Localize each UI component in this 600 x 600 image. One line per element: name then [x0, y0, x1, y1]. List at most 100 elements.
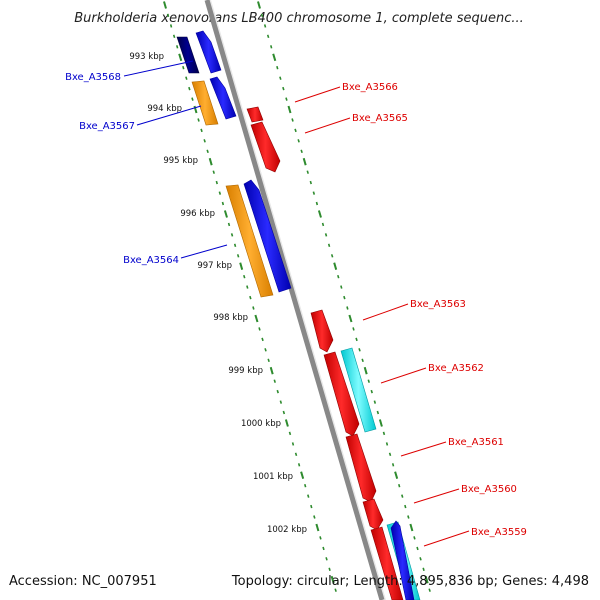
scale-tick-major	[330, 575, 335, 584]
gene-bxe-a3559-blue[interactable]	[390, 520, 415, 600]
gene-bxe-a3565[interactable]	[250, 121, 281, 173]
gene-features	[176, 30, 421, 600]
scale-label-1002: 1002 kbp	[267, 525, 307, 535]
scale-tick-minor	[310, 504, 313, 509]
scale-tick-minor	[263, 24, 267, 28]
label-bxe-a3561[interactable]: Bxe_A3561	[448, 437, 504, 448]
label-bxe-a3567[interactable]: Bxe_A3567	[79, 121, 135, 132]
label-bxe-a3565[interactable]: Bxe_A3565	[352, 113, 408, 124]
scale-tick-minor	[218, 191, 222, 195]
scale-label-993: 993 kbp	[129, 52, 164, 62]
label-bxe-a3559[interactable]: Bxe_A3559	[471, 527, 527, 538]
scale-tick-minor	[206, 149, 209, 154]
gene-bxe-a3564-orange[interactable]	[225, 184, 274, 298]
gene-bxe-a3566-fwd[interactable]	[209, 76, 237, 120]
label-bxe-a3560[interactable]: Bxe_A3560	[461, 484, 517, 495]
label-bxe-a3566[interactable]: Bxe_A3566	[342, 82, 398, 93]
scale-tick-minor	[285, 97, 288, 101]
scale-tick-minor	[221, 201, 225, 206]
scale-tick-minor	[191, 97, 194, 101]
scale-tick-minor	[422, 567, 425, 572]
leader-bxe-a3568	[123, 60, 194, 77]
leader-bxe-a3563	[362, 303, 409, 321]
scale-tick-minor	[297, 463, 301, 467]
scale-tick-minor	[276, 65, 279, 70]
label-bxe-a3568[interactable]: Bxe_A3568	[65, 72, 121, 83]
gene-bxe-a3559[interactable]	[370, 526, 404, 600]
scale-tick-minor	[188, 86, 191, 91]
scale-tick-minor	[428, 588, 431, 592]
scale-tick-minor	[309, 180, 312, 185]
leader-bxe-a3560	[413, 488, 460, 504]
scale-tick-minor	[270, 45, 273, 49]
gene-bxe-a3564[interactable]	[243, 179, 292, 293]
scale-label-997: 997 kbp	[197, 261, 232, 271]
label-bxe-a3562[interactable]: Bxe_A3562	[428, 363, 484, 374]
scale-tick-minor	[313, 515, 316, 519]
gene-bxe-a3560[interactable]	[362, 498, 384, 531]
scale-tick-minor	[340, 285, 343, 289]
gene-bxe-a3567[interactable]	[191, 80, 219, 126]
scale-tick-major	[284, 419, 289, 427]
scale-tick-major	[287, 105, 292, 114]
scale-tick-major	[348, 314, 353, 323]
scale-tick-minor	[346, 306, 349, 310]
scale-label-1001: 1001 kbp	[253, 472, 293, 482]
scale-tick-major	[302, 157, 307, 166]
scale-tick-minor	[355, 337, 358, 342]
scale-tick-minor	[416, 546, 419, 551]
scale-tick-minor	[273, 379, 276, 383]
label-bxe-a3563[interactable]: Bxe_A3563	[410, 299, 466, 310]
scale-tick-minor	[266, 34, 270, 39]
scale-tick-major	[333, 262, 338, 270]
scale-label-994: 994 kbp	[147, 104, 182, 114]
scale-tick-major	[269, 366, 274, 375]
scale-tick-minor	[264, 348, 267, 352]
scale-tick-minor	[407, 515, 410, 519]
scale-tick-major	[208, 157, 213, 166]
leader-bxe-a3565	[304, 117, 351, 134]
gene-bxe-a3568[interactable]	[195, 30, 222, 74]
scale-tick-minor	[300, 149, 303, 154]
scale-tick-minor	[367, 379, 370, 383]
scale-tick-minor	[267, 358, 270, 363]
scale-tick-major	[378, 419, 383, 427]
scale-tick-minor	[172, 34, 176, 39]
scale-tick-minor	[358, 348, 361, 352]
scale-tick-minor	[361, 358, 364, 363]
gene-bxe-a3562[interactable]	[323, 351, 360, 437]
scale-tick-minor	[176, 45, 179, 49]
scale-tick-minor	[261, 337, 264, 342]
scale-tick-minor	[376, 410, 380, 415]
scale-tick-minor	[212, 170, 215, 174]
label-leaders	[123, 60, 470, 547]
scale-tick-minor	[166, 13, 170, 18]
scale-tick-minor	[398, 483, 401, 488]
scale-tick-minor	[200, 128, 203, 133]
scale-tick-minor	[321, 222, 325, 227]
scale-tick-minor	[382, 431, 386, 436]
scale-label-999: 999 kbp	[228, 366, 263, 376]
scale-tick-major	[163, 1, 167, 9]
leader-bxe-a3561	[400, 441, 447, 457]
scale-tick-major	[317, 210, 322, 218]
scale-tick-minor	[236, 254, 240, 258]
label-bxe-a3564[interactable]: Bxe_A3564	[123, 255, 179, 266]
scale-tick-minor	[215, 180, 218, 185]
gene-bxe-a3566[interactable]	[246, 106, 264, 123]
gene-bxe-a3568-part[interactable]	[176, 36, 200, 74]
scale-tick-minor	[385, 442, 389, 446]
gene-bxe-a3562-cyan[interactable]	[340, 347, 377, 433]
scale-tick-minor	[370, 389, 373, 394]
scale-tick-minor	[388, 452, 392, 457]
scale-tick-minor	[276, 389, 279, 394]
scale-tick-minor	[246, 285, 249, 289]
summary-text: Topology: circular; Length: 4,895,836 bp…	[231, 574, 589, 589]
scale-tick-minor	[252, 306, 255, 310]
scale-tick-minor	[337, 274, 340, 279]
gene-bxe-a3561[interactable]	[345, 433, 377, 503]
scale-tick-minor	[334, 588, 337, 592]
scale-tick-major	[178, 53, 183, 62]
gene-bxe-a3563[interactable]	[310, 309, 334, 353]
scale-tick-minor	[315, 201, 319, 206]
